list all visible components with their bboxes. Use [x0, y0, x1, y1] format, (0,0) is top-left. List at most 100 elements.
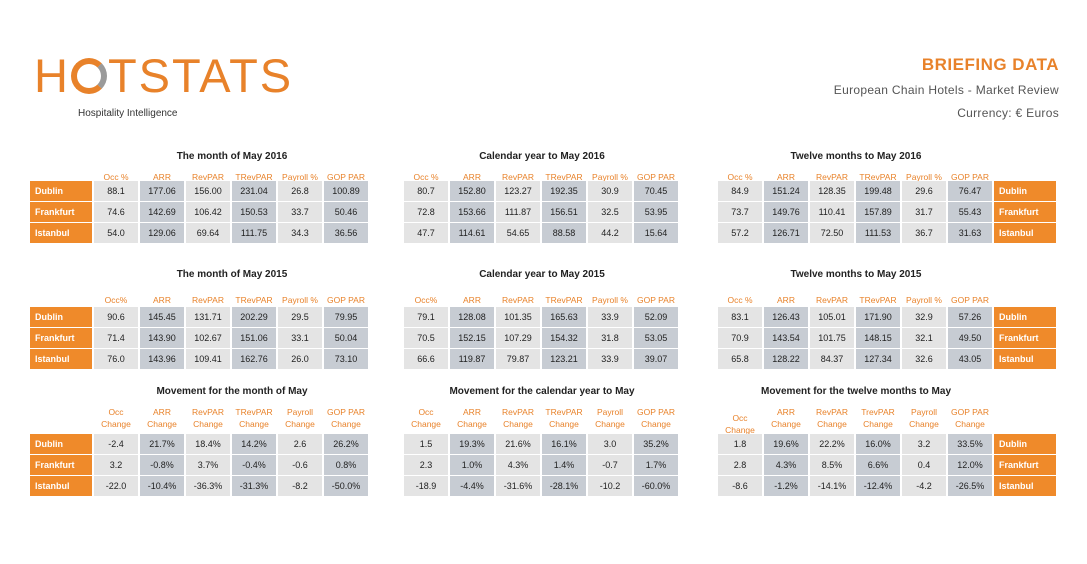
table-cell: 70.9: [718, 328, 762, 348]
table-cell: 71.4: [94, 328, 138, 348]
table-cell: 162.76: [232, 349, 276, 369]
data-table: Dublin -2.4 21.7% 18.4% 14.2% 2.6 26.2% Frankfu…: [28, 433, 370, 497]
table-cell: 88.58: [542, 223, 586, 243]
section-title: Movement for the month of May: [156, 386, 308, 397]
column-header: Occ %: [413, 172, 439, 182]
column-header: ARR: [463, 295, 481, 305]
column-header: RevPAR Change: [502, 407, 534, 429]
table-cell: 111.53: [856, 223, 900, 243]
column-headers: Occ Change ARR Change RevPAR Change TRevPAR Cha…: [93, 406, 369, 430]
table-cell: 76.0: [94, 349, 138, 369]
table-row: 83.1 126.43 105.01 171.90 32.9 57.26 Dublin: [718, 307, 1056, 327]
table-cell: 32.6: [902, 349, 946, 369]
table-cell: 50.46: [324, 202, 368, 222]
column-header: TrevPAR Change: [861, 407, 895, 429]
table-cell: 107.29: [496, 328, 540, 348]
table-cell: 0.8%: [324, 455, 368, 475]
table-cell: -60.0%: [634, 476, 678, 496]
table-row: 2.8 4.3% 8.5% 6.6% 0.4 12.0% Frankfurt: [718, 455, 1056, 475]
table-cell: 70.5: [404, 328, 448, 348]
table-cell: 16.1%: [542, 434, 586, 454]
city-label: Frankfurt: [994, 202, 1056, 222]
column-header: GOP PAR Change: [327, 407, 365, 429]
column-header: Occ Change: [411, 407, 441, 429]
table-cell: 4.3%: [496, 455, 540, 475]
table-cell: 177.06: [140, 181, 184, 201]
table-cell: 131.71: [186, 307, 230, 327]
table-cell: 29.6: [902, 181, 946, 201]
table-cell: -0.7: [588, 455, 632, 475]
column-header: RevPAR: [816, 172, 848, 182]
table-cell: 231.04: [232, 181, 276, 201]
table-cell: 32.9: [902, 307, 946, 327]
column-headers: Occ % ARR RevPAR TRevPAR Payroll % GOP PAR: [717, 171, 993, 183]
table-cell: 72.8: [404, 202, 448, 222]
table-row: -18.9 -4.4% -31.6% -28.1% -10.2 -60.0%: [404, 476, 678, 496]
column-header: Occ Change: [725, 413, 755, 435]
table-cell: 66.6: [404, 349, 448, 369]
column-header: ARR Change: [147, 407, 177, 429]
table-row: Frankfurt 3.2 -0.8% 3.7% -0.4% -0.6 0.8%: [30, 455, 368, 475]
table-cell: 12.0%: [948, 455, 992, 475]
section-title: The month of May 2016: [176, 151, 288, 162]
table-cell: 123.27: [496, 181, 540, 201]
column-header: GOP PAR: [637, 295, 675, 305]
table-cell: -8.2: [278, 476, 322, 496]
city-label: Istanbul: [30, 223, 92, 243]
section-title: Twelve months to May 2016: [790, 151, 922, 162]
table-cell: 36.7: [902, 223, 946, 243]
column-headers: Occ % ARR RevPAR TRevPAR Payroll % GOP PAR: [403, 171, 679, 183]
table-cell: 55.43: [948, 202, 992, 222]
table-cell: 73.10: [324, 349, 368, 369]
table-cell: 90.6: [94, 307, 138, 327]
column-header: GOP PAR Change: [951, 407, 989, 429]
table-cell: 2.8: [718, 455, 762, 475]
table-cell: 1.8: [718, 434, 762, 454]
table-cell: 192.35: [542, 181, 586, 201]
table-cell: 69.64: [186, 223, 230, 243]
table-cell: 148.15: [856, 328, 900, 348]
logo-o-ring-icon: [70, 58, 107, 94]
table-cell: 3.2: [94, 455, 138, 475]
table-row: Istanbul 54.0 129.06 69.64 111.75 34.3 36.56: [30, 223, 368, 243]
table-cell: 111.75: [232, 223, 276, 243]
section-title: Calendar year to May 2015: [479, 269, 605, 280]
column-header: ARR: [463, 172, 481, 182]
table-cell: 143.90: [140, 328, 184, 348]
table-cell: -22.0: [94, 476, 138, 496]
logo-tagline: Hospitality Intelligence: [78, 108, 178, 119]
table-row: 84.9 151.24 128.35 199.48 29.6 76.47 Dublin: [718, 181, 1056, 201]
city-label: Istanbul: [30, 476, 92, 496]
table-cell: 74.6: [94, 202, 138, 222]
table-cell: -0.4%: [232, 455, 276, 475]
table-cell: 57.26: [948, 307, 992, 327]
data-table: 1.5 19.3% 21.6% 16.1% 3.0 35.2% 2.3 1.0% 4.3% 1.4…: [402, 433, 680, 497]
city-label: Istanbul: [994, 349, 1056, 369]
table-cell: -31.3%: [232, 476, 276, 496]
table-cell: 52.09: [634, 307, 678, 327]
column-header: TRevPAR: [235, 172, 273, 182]
table-cell: 70.45: [634, 181, 678, 201]
table-cell: 6.6%: [856, 455, 900, 475]
table-cell: 114.61: [450, 223, 494, 243]
table-cell: 35.2%: [634, 434, 678, 454]
column-header: TRevPAR: [545, 295, 583, 305]
column-header: TRevPAR Change: [545, 407, 583, 429]
table-cell: 151.24: [764, 181, 808, 201]
table-cell: 39.07: [634, 349, 678, 369]
table-cell: 129.06: [140, 223, 184, 243]
column-header: Payroll Change: [595, 407, 625, 429]
table-cell: 171.90: [856, 307, 900, 327]
city-label: Istanbul: [994, 476, 1056, 496]
data-table: 80.7 152.80 123.27 192.35 30.9 70.45 72.8 153.6…: [402, 180, 680, 244]
column-header: Occ %: [727, 295, 753, 305]
table-cell: -12.4%: [856, 476, 900, 496]
table-cell: 1.5: [404, 434, 448, 454]
section-title: Twelve months to May 2015: [790, 269, 922, 280]
data-table: 83.1 126.43 105.01 171.90 32.9 57.26 Dublin 70.…: [716, 306, 1058, 370]
column-headers: Occ % ARR RevPAR TRevPAR Payroll % GOP PAR: [93, 171, 369, 183]
column-header: Occ %: [103, 172, 129, 182]
table-cell: -36.3%: [186, 476, 230, 496]
column-header: ARR: [777, 295, 795, 305]
table-cell: -26.5%: [948, 476, 992, 496]
